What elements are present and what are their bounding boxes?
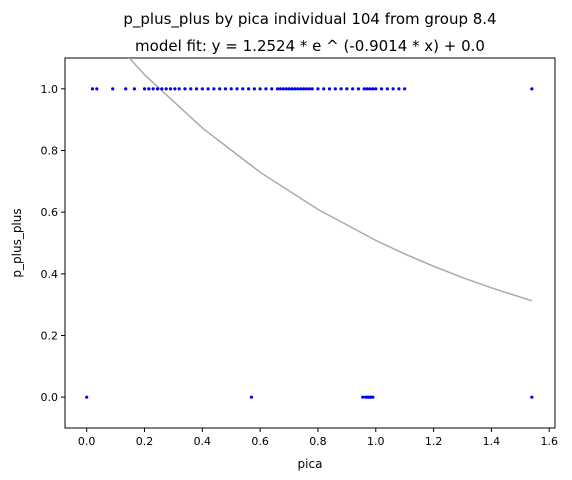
- scatter-point: [177, 87, 181, 91]
- scatter-point: [189, 87, 193, 91]
- y-tick-label: 0.4: [41, 268, 59, 281]
- scatter-point: [173, 87, 177, 91]
- scatter-point: [333, 87, 337, 91]
- plot-area: 0.0 0.2 0.4 0.6 0.8 1.0 1.2 1.4 1.6 0.0 0.2 0.4 0.6…: [41, 57, 558, 448]
- scatter-point: [278, 87, 282, 91]
- scatter-point: [194, 87, 199, 91]
- x-tick-label: 1.0: [367, 435, 385, 448]
- x-tick-label: 0.4: [194, 435, 212, 448]
- scatter-point: [374, 87, 378, 91]
- x-tick-label: 0.6: [251, 435, 269, 448]
- axes-frame: [64, 57, 556, 429]
- x-tick-label: 0.2: [136, 435, 154, 448]
- scatter-point: [90, 87, 95, 91]
- y-tick-label: 1.0: [41, 83, 59, 96]
- y-axis-label: p_plus_plus: [10, 208, 24, 277]
- y-tick-label: 0.6: [41, 206, 59, 219]
- scatter-point: [249, 395, 254, 399]
- scatter-point: [160, 87, 164, 91]
- scatter-point: [301, 87, 306, 91]
- scatter-point: [362, 87, 366, 91]
- scatter-point: [206, 87, 210, 91]
- scatter-point: [316, 87, 320, 91]
- scatter-point: [85, 395, 89, 399]
- scatter-point: [530, 395, 534, 399]
- x-tick-label: 0.8: [309, 435, 327, 448]
- chart-title: p_plus_plus by pica individual 104 from …: [123, 10, 496, 29]
- scatter-points-group: [85, 87, 534, 399]
- scatter-point: [270, 87, 274, 91]
- y-axis-ticks: 0.0 0.2 0.4 0.6 0.8 1.0: [41, 83, 65, 404]
- x-tick-label: 1.6: [540, 435, 558, 448]
- scatter-point: [287, 87, 291, 91]
- scatter-point: [345, 87, 349, 91]
- scatter-point: [379, 87, 384, 91]
- y-tick-label: 0.0: [41, 391, 59, 404]
- scatter-point: [281, 87, 285, 91]
- scatter-point: [258, 87, 262, 91]
- scatter-point: [235, 87, 239, 91]
- scatter-point: [284, 87, 288, 91]
- scatter-point: [151, 87, 155, 91]
- scatter-point: [307, 87, 311, 91]
- scatter-point: [327, 87, 332, 91]
- scatter-point: [368, 87, 372, 91]
- scatter-point: [218, 87, 222, 91]
- scatter-point: [530, 87, 534, 91]
- y-tick-label: 0.2: [41, 330, 59, 343]
- scatter-point: [95, 87, 99, 91]
- scatter-point: [293, 87, 297, 91]
- scatter-point: [147, 87, 151, 91]
- fit-curve: [128, 58, 533, 302]
- scatter-point: [241, 87, 245, 91]
- scatter-point: [223, 87, 228, 91]
- scatter-point: [264, 87, 268, 91]
- x-tick-label: 1.4: [483, 435, 501, 448]
- scatter-point: [111, 87, 115, 91]
- scatter-point: [155, 87, 160, 91]
- scatter-point: [296, 87, 300, 91]
- fit-curve-group: [128, 58, 533, 302]
- scatter-point: [246, 87, 251, 91]
- x-axis-label: pica: [298, 457, 323, 471]
- scatter-point: [252, 87, 256, 91]
- x-axis-ticks: 0.0 0.2 0.4 0.6 0.8 1.0 1.2 1.4 1.6: [78, 428, 558, 448]
- scatter-point: [351, 87, 355, 91]
- scatter-point: [183, 87, 187, 91]
- x-tick-label: 0.0: [78, 435, 96, 448]
- scatter-point: [365, 87, 369, 91]
- scatter-point: [339, 87, 343, 91]
- scatter-point: [168, 87, 173, 91]
- scatter-point: [304, 87, 308, 91]
- scatter-point: [403, 87, 407, 91]
- scatter-point: [310, 87, 314, 91]
- scatter-point: [371, 87, 375, 91]
- scatter-point: [275, 87, 280, 91]
- scatter-point: [164, 87, 168, 91]
- scatter-point: [132, 87, 136, 91]
- scatter-point: [391, 87, 395, 91]
- scatter-point: [361, 395, 365, 399]
- scatter-point: [229, 87, 233, 91]
- scatter-point: [299, 87, 303, 91]
- scatter-point: [142, 87, 147, 91]
- scatter-point: [200, 87, 204, 91]
- chart-subtitle: model fit: y = 1.2524 * e ^ (-0.9014 * x…: [135, 37, 485, 55]
- scatter-point: [212, 87, 216, 91]
- scatter-point: [385, 87, 389, 91]
- y-tick-label: 0.8: [41, 145, 59, 158]
- scatter-point: [397, 87, 401, 91]
- scatter-point: [371, 395, 375, 399]
- scatter-point: [356, 87, 361, 91]
- scatter-point: [322, 87, 326, 91]
- scatter-point: [124, 87, 128, 91]
- x-tick-label: 1.2: [425, 435, 443, 448]
- scatter-point: [290, 87, 294, 91]
